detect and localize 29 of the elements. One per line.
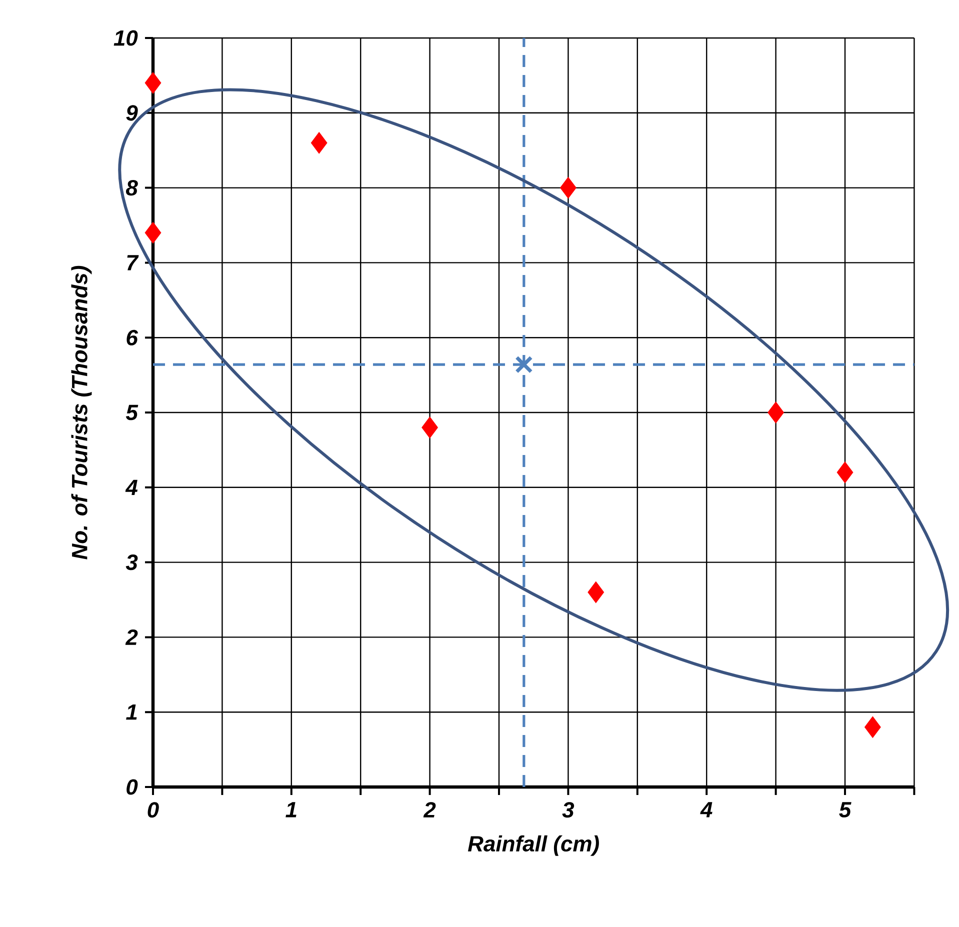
y-tick-label: 0 [126, 779, 138, 795]
y-tick-label: 9 [126, 105, 138, 121]
point [560, 178, 576, 198]
x-tick-label: 0 [148, 802, 159, 818]
x-tick-label: 2 [423, 802, 436, 818]
point [837, 462, 853, 482]
point [588, 582, 604, 602]
point [864, 717, 880, 737]
point [145, 73, 161, 93]
point [145, 222, 161, 243]
y-axis-title: No. of Tourists (Thousands) [71, 266, 92, 560]
point [422, 418, 438, 438]
y-tick-label: 2 [125, 630, 138, 645]
x-tick-label: 3 [562, 802, 574, 818]
x-tick-label: 5 [839, 802, 852, 818]
y-tick-label: 5 [126, 404, 138, 420]
y-tick-label: 3 [126, 554, 138, 570]
y-tick-label: 4 [125, 480, 138, 495]
y-tick-label: 8 [126, 180, 138, 196]
y-tick-label: 1 [126, 704, 137, 720]
point [768, 402, 784, 422]
x-axis-title: Rainfall (cm) [468, 835, 599, 856]
y-tick-label: 7 [127, 255, 139, 270]
point [515, 356, 533, 374]
x-tick-label: 4 [700, 802, 712, 818]
y-tick-label: 10 [114, 30, 138, 46]
point [311, 133, 327, 153]
y-tick-label: 6 [126, 330, 138, 346]
x-tick-label: 1 [286, 802, 296, 818]
